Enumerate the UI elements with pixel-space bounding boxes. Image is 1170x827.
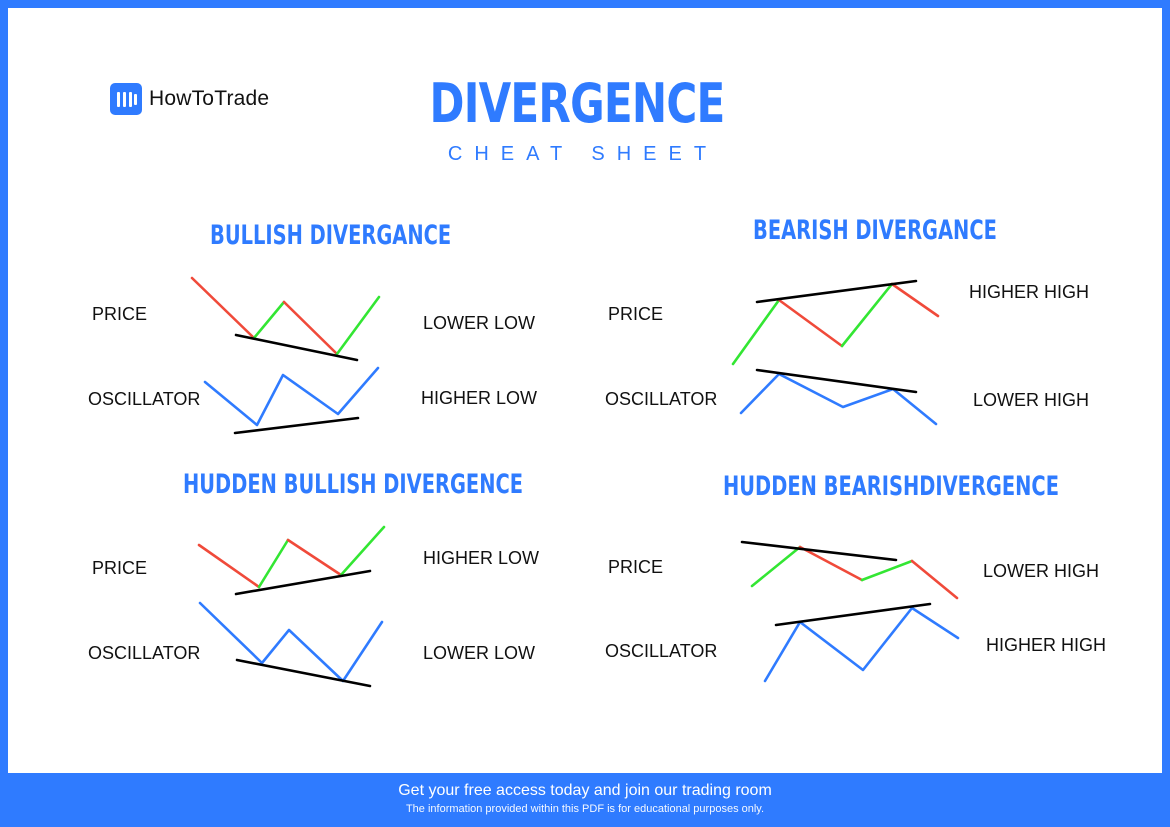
oscillator-note: HIGHER LOW <box>421 388 538 408</box>
footer-cta: Get your free access today and join our … <box>398 782 772 799</box>
oscillator-label: OSCILLATOR <box>605 389 718 409</box>
oscillator-label: OSCILLATOR <box>605 641 718 661</box>
brand-logo: HowToTrade <box>110 83 269 115</box>
section-title-bearish: BEARISH DIVERGANCE <box>753 215 997 246</box>
page-title: DIVERGENCE <box>429 72 726 135</box>
hidden-bearish-price-trendline <box>740 540 898 562</box>
bearish-oscillator-line <box>739 372 938 426</box>
price-note: HIGHER HIGH <box>969 282 1090 302</box>
hidden-bullish-oscillator-line <box>198 601 384 683</box>
bullish-price-line <box>190 276 381 356</box>
oscillator-note: LOWER HIGH <box>973 390 1090 410</box>
hidden-bearish-price-line <box>750 545 959 600</box>
page-subtitle: CHEAT SHEET <box>447 143 719 165</box>
hidden-bullish-price-trendline <box>234 569 372 596</box>
bullish-price-trendline <box>234 333 359 362</box>
bullish-oscillator-trendline <box>233 416 360 435</box>
price-label: PRICE <box>608 557 664 577</box>
section-title-hidden-bullish: HUDDEN BULLISH DIVERGENCE <box>183 469 524 500</box>
section-title-hidden-bearish: HUDDEN BEARISHDIVERGENCE <box>723 471 1059 502</box>
price-label: PRICE <box>92 558 148 578</box>
bearish-price-trendline <box>755 279 918 304</box>
bar-chart-icon <box>110 83 142 115</box>
footer-disclaimer: The information provided within this PDF… <box>405 803 765 815</box>
hidden-bullish-price-line <box>197 525 386 589</box>
price-note: HIGHER LOW <box>423 548 540 568</box>
price-label: PRICE <box>608 304 664 324</box>
bearish-oscillator-trendline <box>755 368 918 394</box>
footer-banner: Get your free access today and join our … <box>0 773 1170 827</box>
oscillator-note: HIGHER HIGH <box>986 635 1107 655</box>
price-note: LOWER LOW <box>423 313 536 333</box>
oscillator-label: OSCILLATOR <box>88 643 201 663</box>
hidden-bearish-oscillator-line <box>763 606 960 683</box>
bearish-price-line <box>731 282 940 366</box>
oscillator-note: LOWER LOW <box>423 643 536 663</box>
price-label: PRICE <box>92 304 148 324</box>
price-note: LOWER HIGH <box>983 561 1100 581</box>
section-title-bullish: BULLISH DIVERGANCE <box>210 220 452 251</box>
hidden-bearish-oscillator-trendline <box>774 602 932 627</box>
oscillator-label: OSCILLATOR <box>88 389 201 409</box>
brand-name: HowToTrade <box>149 87 270 110</box>
bullish-oscillator-line <box>203 366 380 427</box>
cheat-sheet <box>8 8 1162 773</box>
hidden-bullish-oscillator-trendline <box>235 658 372 688</box>
